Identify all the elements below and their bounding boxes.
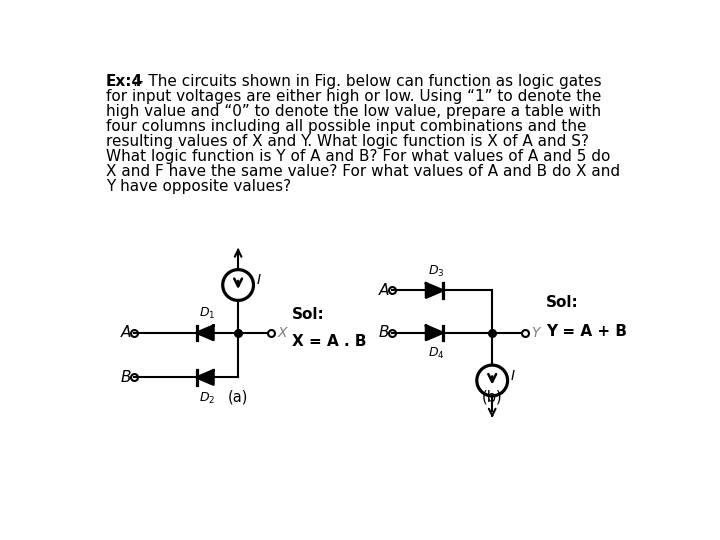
Text: B: B <box>120 370 131 385</box>
Text: for input voltages are either high or low. Using “1” to denote the: for input voltages are either high or lo… <box>106 89 601 104</box>
Text: $D_1$: $D_1$ <box>199 306 215 321</box>
Text: B: B <box>379 325 389 340</box>
Text: What logic function is Y of A and B? For what values of A and 5 do: What logic function is Y of A and B? For… <box>106 149 610 164</box>
Text: A: A <box>379 283 389 298</box>
Text: $X$: $X$ <box>276 326 289 340</box>
Text: $D_3$: $D_3$ <box>428 264 445 279</box>
Polygon shape <box>197 326 213 340</box>
Text: high value and “0” to denote the low value, prepare a table with: high value and “0” to denote the low val… <box>106 104 600 119</box>
Text: I: I <box>510 369 515 383</box>
Text: A: A <box>121 325 131 340</box>
Polygon shape <box>426 283 443 298</box>
Text: Ex:4: Ex:4 <box>106 74 143 89</box>
Text: (a): (a) <box>228 390 248 405</box>
Text: X = A . B: X = A . B <box>292 334 366 349</box>
Text: Sol:: Sol: <box>546 295 579 309</box>
Text: four columns including all possible input combinations and the: four columns including all possible inpu… <box>106 119 586 134</box>
Text: $Y$: $Y$ <box>531 326 542 340</box>
Text: Y have opposite values?: Y have opposite values? <box>106 179 291 194</box>
Text: $D_4$: $D_4$ <box>428 346 445 361</box>
Text: (b): (b) <box>482 390 503 405</box>
Text: $D_2$: $D_2$ <box>199 390 215 406</box>
Polygon shape <box>197 370 213 384</box>
Text: X and F have the same value? For what values of A and B do X and: X and F have the same value? For what va… <box>106 164 620 179</box>
Text: Y = A + B: Y = A + B <box>546 323 627 339</box>
Text: :- The circuits shown in Fig. below can function as logic gates: :- The circuits shown in Fig. below can … <box>128 74 601 89</box>
Text: Sol:: Sol: <box>292 307 325 322</box>
Text: I: I <box>256 273 261 287</box>
Text: resulting values of X and Y. What logic function is X of A and S?: resulting values of X and Y. What logic … <box>106 134 589 149</box>
Polygon shape <box>426 326 443 340</box>
